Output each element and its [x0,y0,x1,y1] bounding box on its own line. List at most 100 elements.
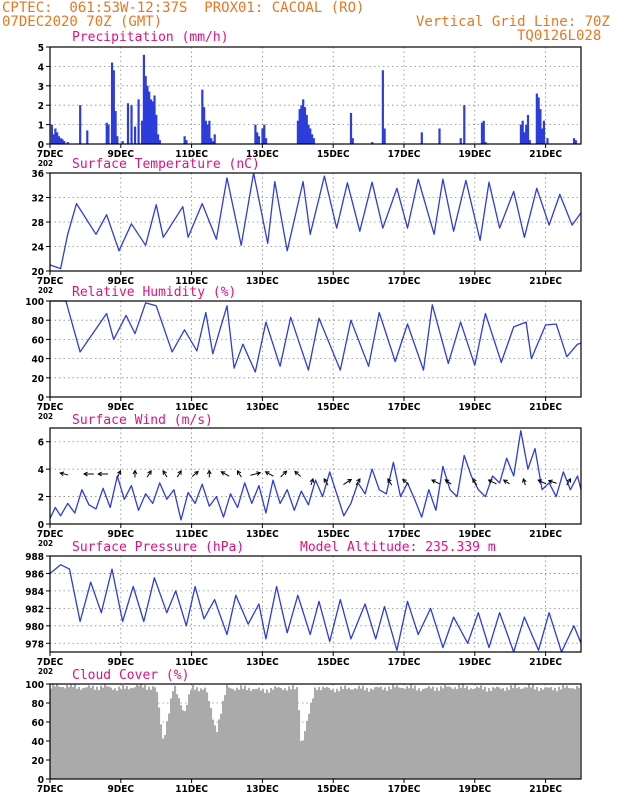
cloud-bar [172,691,175,779]
cloud-bar [360,688,363,779]
wind-xtick-label: 9DEC [108,529,135,540]
cloud-bar [506,687,509,779]
cloud-bar [282,689,285,779]
cloud-bar [326,686,329,779]
cloud-bar [394,687,397,779]
cloud-ytick-label: 60 [31,718,44,729]
cloud-bar [230,688,233,779]
precip-xtick-label: 7DEC [37,149,64,160]
cloud-bar [552,690,555,779]
cloud-bar [254,689,257,779]
precip-bar [155,114,158,144]
cloud-bar [108,686,111,779]
precip-bar [349,112,353,144]
precip-bar [185,140,188,144]
cloud-bar [472,689,475,779]
wind-arrow-head [566,477,572,483]
cloud-bar [384,687,387,779]
rh-xtick-label: 17DEC [388,402,421,413]
precip-bar [309,128,312,144]
cloud-bar [212,719,215,779]
temp-title: Surface Temperature (nC) [72,157,260,172]
cloud-bar [144,685,147,779]
cloud-bar [216,732,219,779]
precip-bar [204,120,207,144]
cloud-bar [442,688,445,779]
cloud-bar [496,686,499,779]
wind-arrow-head [309,477,315,483]
cloud-bar [406,686,409,779]
cloud-bar [482,689,485,779]
precip-bar [107,124,110,144]
precip-xtick-label: 9DEC [108,149,135,160]
cloud-bar [160,724,163,779]
cloud-bar [542,689,545,779]
cloud-bar [136,684,139,779]
rh-xtick-label: 13DEC [246,402,279,413]
precip-bar [523,132,526,144]
precip-bar [539,109,542,144]
precip-bar [156,134,160,144]
precip-bar [381,70,384,144]
precip-bar [535,93,538,144]
wind-arrow-head [522,477,527,483]
cloud-bar [540,688,543,779]
precip-bar [121,141,124,144]
wind-arrow-head [294,470,299,476]
wind-arrow-head [502,479,508,484]
cloud-bar [78,686,81,779]
temp-xtick-label: 11DEC [175,276,208,287]
precip-bar [463,105,466,144]
precip-bar [484,142,487,144]
precip-bar [438,128,441,144]
cloud-bar [276,687,279,779]
rh-xtick-label: 15DEC [317,402,350,413]
cloud-bar [420,691,423,779]
cloud-bar [188,694,191,779]
wind-arrow-head [256,471,262,476]
cloud-bar [192,684,195,779]
cloud-bar [284,688,287,779]
precip-bar [546,138,549,144]
cloud-bar [252,689,255,779]
cloud-bar [382,689,385,779]
cloud-bar [224,695,227,779]
temp-xtick-label: 15DEC [317,276,350,287]
cloud-bar [486,691,489,779]
header-date-line: 07DEC2020 70Z (GMT) [2,14,163,30]
cloud-bar [124,688,127,779]
precip-bar [261,128,264,144]
cloud-bar [62,686,65,779]
wind-arrow [250,472,261,476]
cloud-bar [402,687,405,779]
rh-ytick-label: 100 [25,297,44,308]
wind-arrow [402,479,410,485]
cloud-bar [358,685,361,779]
precip-ytick-label: 1 [38,121,44,132]
cloud-bar [520,688,523,779]
cloud-bar [464,688,467,779]
wind-arrow [445,479,452,485]
pres-xtick-label: 15DEC [317,657,350,668]
pres-frame [49,555,582,653]
cloud-bar [226,684,229,779]
precip-bar [519,124,523,144]
precip-bar [146,85,149,144]
cloud-bar [170,698,173,779]
temp-xtick-label: 19DEC [458,276,491,287]
pres-title: Surface Pressure (hPa) [72,540,244,555]
precip-bar [201,89,204,144]
wind-arrow-head [206,469,212,475]
cloud-bar [430,688,433,779]
cloud-bar [410,684,413,779]
cloud-bar [528,684,531,779]
cloud-bar [490,690,493,779]
precip-frame [49,46,582,145]
rh-xtick-label: 9DEC [108,402,135,413]
precip-bar [59,138,62,144]
cloud-bar [272,689,275,779]
pres-xtick-label: 7DEC [37,657,64,668]
cloud-bar [380,686,383,779]
cloud-bar [96,686,99,779]
cloud-bar [174,685,177,779]
